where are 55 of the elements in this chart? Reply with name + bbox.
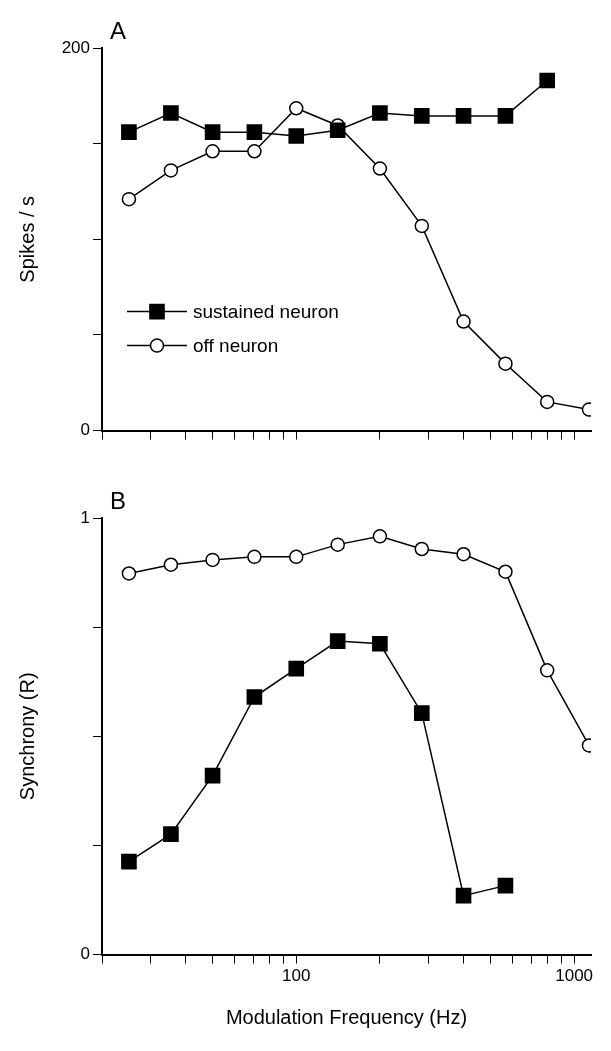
point <box>121 124 137 140</box>
point <box>539 394 555 410</box>
point <box>456 314 471 329</box>
point <box>413 108 430 124</box>
x-tick-label: 1000 <box>555 966 594 986</box>
legend-label: off neuron <box>193 334 279 356</box>
point <box>205 552 220 568</box>
point <box>414 218 430 234</box>
chart-title: B <box>110 486 127 514</box>
point <box>497 108 514 124</box>
point <box>163 826 179 842</box>
point <box>288 128 305 144</box>
point <box>455 887 472 904</box>
point <box>247 144 262 159</box>
point <box>455 108 472 124</box>
point <box>246 124 263 140</box>
y-axis-title: Spikes / s <box>15 195 38 283</box>
y-tick-label: 1 <box>80 507 90 527</box>
chart-title: A <box>110 16 127 44</box>
point <box>121 191 137 207</box>
point <box>204 124 221 140</box>
point <box>163 557 179 572</box>
point <box>121 853 137 870</box>
y-tick-label: 200 <box>61 37 90 57</box>
point <box>163 163 179 178</box>
y-tick-label: 0 <box>80 420 90 440</box>
point <box>414 541 430 557</box>
point <box>372 635 388 652</box>
point <box>497 877 514 894</box>
point <box>539 663 555 678</box>
point <box>330 537 345 552</box>
legend-label: sustained neuron <box>193 300 339 322</box>
point <box>204 767 221 784</box>
point <box>498 356 513 371</box>
x-axis-title: Modulation Frequency (Hz) <box>225 1005 468 1028</box>
point <box>498 564 513 579</box>
point <box>121 566 137 581</box>
y-axis-title: Synchrony (R) <box>15 672 38 801</box>
point <box>246 689 263 705</box>
point <box>329 122 346 139</box>
point <box>163 105 179 121</box>
x-tick-label: 100 <box>282 966 311 986</box>
point <box>372 161 388 176</box>
y-tick-label: 0 <box>80 944 90 964</box>
point <box>288 549 304 565</box>
point <box>372 105 388 121</box>
point <box>539 72 556 89</box>
point <box>288 660 305 677</box>
point <box>372 529 388 544</box>
point <box>247 549 262 565</box>
point <box>288 101 304 116</box>
point <box>456 546 471 562</box>
point <box>413 705 430 721</box>
point <box>329 633 346 649</box>
point <box>205 144 220 159</box>
